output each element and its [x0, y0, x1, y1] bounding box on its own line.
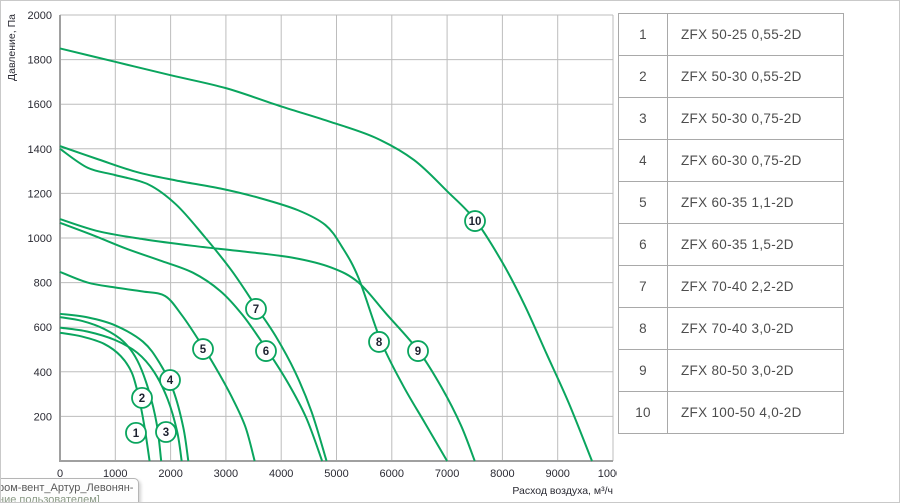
- model-name: ZFX 60-35 1,1-2D: [667, 181, 844, 224]
- table-row: 4 ZFX 60-30 0,75-2D: [618, 139, 844, 182]
- curve-label-text-10: 10: [469, 216, 482, 228]
- curve-label-circle-2: [131, 386, 153, 409]
- table-row: 7 ZFX 70-40 2,2-2D: [618, 265, 844, 308]
- model-number: 5: [618, 181, 668, 224]
- table-row: 10 ZFX 100-50 4,0-2D: [618, 391, 844, 434]
- curve-label-circle-10: [464, 210, 486, 232]
- x-tick-label: 5000: [324, 468, 348, 480]
- model-number: 1: [618, 13, 668, 56]
- model-number: 10: [618, 391, 668, 434]
- model-number: 4: [618, 139, 668, 182]
- annotation-line1: ром-вент_Артур_Левонян-: [0, 482, 134, 494]
- curve-label-circle-7: [245, 298, 267, 320]
- curve-label-circle-4: [159, 369, 181, 391]
- model-table: 1 ZFX 50-25 0,55-2D 2 ZFX 50-30 0,55-2D …: [618, 13, 844, 434]
- fan-curves-chart: 0 1000 2000 3000 4000 5000 6000 7000 8000 9000 100…: [6, 10, 617, 497]
- table-row: 8 ZFX 70-40 3,0-2D: [618, 307, 844, 350]
- x-tick-label: 2000: [158, 468, 182, 480]
- curve-label-text-3: 3: [163, 427, 169, 439]
- curve-label-text-9: 9: [415, 346, 421, 358]
- x-axis-title: Расход воздуха, м³/ч: [512, 485, 613, 497]
- curve-6: [59, 221, 324, 462]
- table-row: 2 ZFX 50-30 0,55-2D: [618, 55, 844, 98]
- model-number: 3: [618, 97, 668, 140]
- model-name: ZFX 70-40 3,0-2D: [667, 307, 844, 350]
- curve-label-circle-9: [407, 340, 429, 362]
- model-name: ZFX 50-30 0,55-2D: [667, 55, 844, 98]
- y-tick-label: 1000: [28, 233, 52, 245]
- curve-label-circle-5: [192, 338, 214, 360]
- model-number: 9: [618, 349, 668, 392]
- model-number: 8: [618, 307, 668, 350]
- x-tick-label: 10000: [598, 468, 617, 480]
- table-row: 6 ZFX 60-35 1,5-2D: [618, 223, 844, 266]
- model-number: 7: [618, 265, 668, 308]
- curve-7: [59, 147, 328, 462]
- curve-label-text-6: 6: [263, 346, 269, 358]
- table-row: 1 ZFX 50-25 0,55-2D: [618, 13, 844, 56]
- curve-3: [59, 326, 183, 462]
- curve-label-text-7: 7: [253, 304, 259, 316]
- curve-label-circle-3: [155, 421, 177, 443]
- y-tick-label: 1800: [28, 55, 52, 67]
- x-tick-label: 8000: [490, 468, 514, 480]
- curve-label-circle-1: [125, 422, 147, 444]
- curve-label-text-4: 4: [167, 375, 174, 387]
- y-axis-title: Давление, Па: [6, 14, 18, 81]
- x-tick-label: 9000: [545, 468, 569, 480]
- curve-4: [59, 312, 190, 462]
- model-name: ZFX 70-40 2,2-2D: [667, 265, 844, 308]
- model-name: ZFX 60-35 1,5-2D: [667, 223, 844, 266]
- table-row: 9 ZFX 80-50 3,0-2D: [618, 349, 844, 392]
- curve-1: [59, 331, 151, 462]
- curve-label-text-2: 2: [139, 393, 145, 405]
- table-row: 5 ZFX 60-35 1,1-2D: [618, 181, 844, 224]
- x-tick-label: 6000: [380, 468, 404, 480]
- x-tick-label: 3000: [214, 468, 238, 480]
- model-number: 2: [618, 55, 668, 98]
- y-tick-label: 1200: [28, 188, 52, 200]
- y-tick-label: 800: [34, 278, 52, 290]
- y-tick-label: 400: [34, 367, 52, 379]
- model-name: ZFX 50-30 0,75-2D: [667, 97, 844, 140]
- curve-label-text-5: 5: [200, 344, 207, 356]
- y-tick-label: 200: [34, 411, 52, 423]
- table-row: 3 ZFX 50-30 0,75-2D: [618, 97, 844, 140]
- curve-label-circle-8: [368, 331, 390, 353]
- curve-10: [59, 47, 593, 462]
- model-name: ZFX 80-50 3,0-2D: [667, 349, 844, 392]
- model-name: ZFX 100-50 4,0-2D: [667, 391, 844, 434]
- curve-label-text-1: 1: [133, 428, 140, 440]
- annotation-line2: ние пользователем]: [0, 494, 100, 503]
- y-tick-label: 1600: [28, 99, 52, 111]
- x-tick-label: 1000: [103, 468, 127, 480]
- model-number: 6: [618, 223, 668, 266]
- curve-8: [59, 145, 448, 462]
- curve-9: [59, 218, 476, 462]
- model-name: ZFX 60-30 0,75-2D: [667, 139, 844, 182]
- x-tick-label: 4000: [269, 468, 293, 480]
- y-tick-label: 600: [34, 322, 52, 334]
- x-tick-label: 7000: [435, 468, 459, 480]
- y-tick-label: 2000: [28, 10, 52, 22]
- curve-label-text-8: 8: [376, 337, 383, 349]
- curve-label-circle-6: [255, 340, 277, 362]
- curve-5: [59, 270, 256, 462]
- y-tick-label: 1400: [28, 144, 52, 156]
- curve-2: [59, 316, 163, 462]
- x-tick-label: 0: [57, 468, 63, 480]
- annotation-tooltip: ром-вент_Артур_Левонян- ние пользователе…: [0, 478, 139, 503]
- model-name: ZFX 50-25 0,55-2D: [667, 13, 844, 56]
